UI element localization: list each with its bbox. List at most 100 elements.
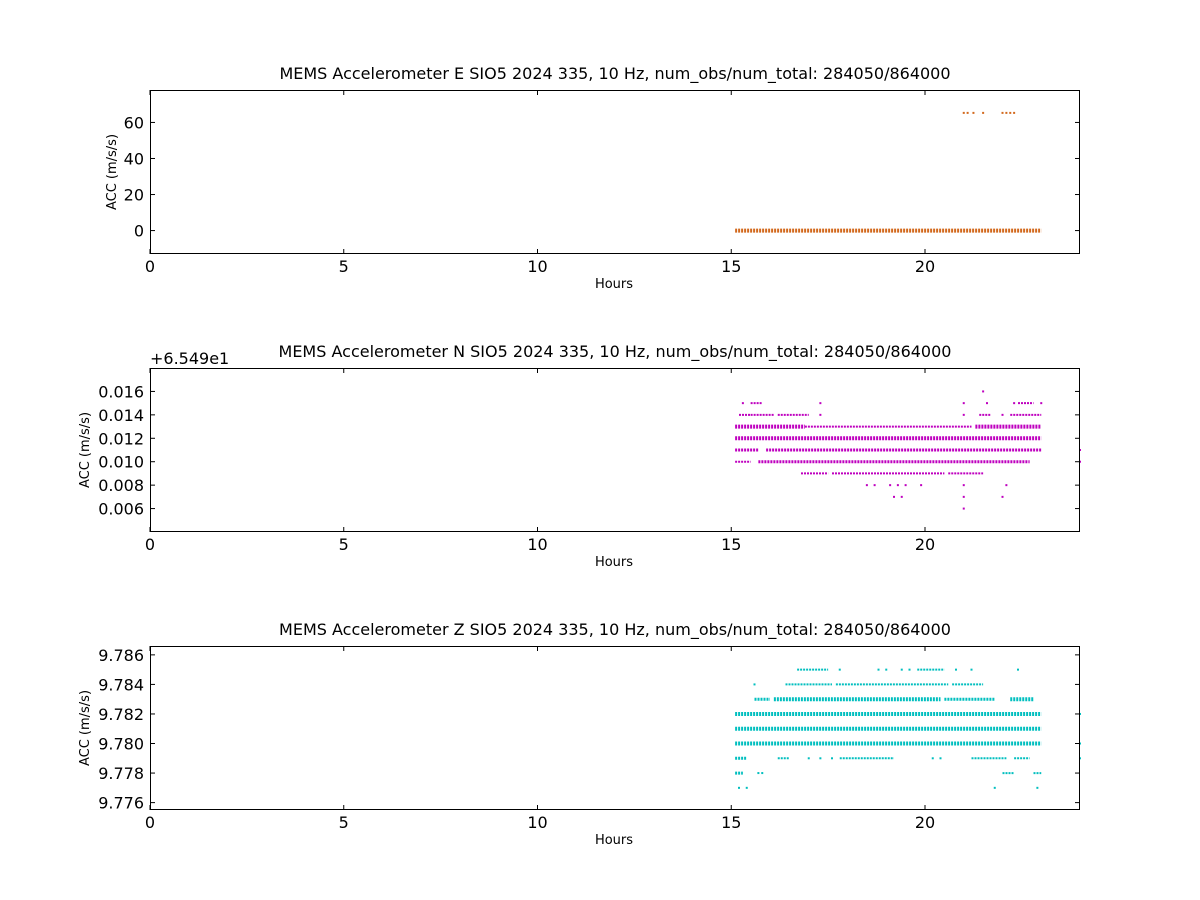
axis-ticks: 0 5 10 15 20 0.006 0.008 0.010 0.012 0.014 0.016 — [98, 368, 1080, 554]
y-tick-label: 9.780 — [98, 735, 144, 754]
x-tick-label: 20 — [915, 535, 935, 554]
data-point — [757, 772, 760, 775]
y-tick-label: 0.010 — [98, 453, 144, 472]
x-tick-label: 10 — [527, 535, 547, 554]
data-point — [745, 786, 748, 789]
x-tick-label: 0 — [145, 813, 155, 832]
x-axis-label: Hours — [595, 555, 633, 570]
data-point — [939, 757, 942, 760]
data-point — [738, 786, 740, 789]
y-tick-label: 0.014 — [98, 406, 144, 425]
data-point — [889, 484, 892, 487]
data-point — [908, 668, 911, 671]
x-tick-label: 15 — [721, 813, 741, 832]
x-tick-label: 5 — [339, 813, 349, 832]
data-point — [896, 484, 899, 487]
x-tick-label: 20 — [915, 813, 935, 832]
y-tick-label: 0.016 — [98, 382, 144, 401]
data-point — [1036, 786, 1039, 789]
data-point — [962, 413, 965, 416]
x-tick-label: 5 — [339, 535, 349, 554]
y-tick-label: 9.782 — [98, 705, 144, 724]
data-point — [962, 402, 965, 405]
data-point — [982, 111, 985, 114]
subplot-east: MEMS Accelerometer E SIO5 2024 335, 10 H… — [105, 64, 1080, 292]
data-point — [819, 413, 822, 416]
data-point — [1005, 111, 1008, 114]
data-point — [873, 484, 876, 487]
y-tick-label: 0.006 — [98, 500, 144, 519]
x-tick-label: 5 — [339, 257, 349, 276]
y-tick-label: 0.008 — [98, 476, 144, 495]
data-point — [831, 757, 833, 760]
x-tick-label: 10 — [527, 813, 547, 832]
data-point — [1040, 402, 1043, 405]
data-point — [904, 484, 907, 487]
data-point — [1009, 111, 1012, 114]
data-point — [1017, 668, 1019, 671]
data-point — [877, 668, 880, 671]
y-tick-label: 20 — [124, 186, 144, 205]
data-point — [962, 111, 965, 114]
data-point — [1001, 413, 1004, 416]
x-tick-label: 0 — [145, 257, 155, 276]
y-tick-label: 60 — [124, 113, 144, 132]
y-axis-label: ACC (m/s/s) — [105, 134, 120, 210]
chart-title: MEMS Accelerometer Z SIO5 2024 335, 10 H… — [279, 620, 951, 640]
x-tick-label: 0 — [145, 535, 155, 554]
x-tick-label: 20 — [915, 257, 935, 276]
data-marks — [735, 111, 1042, 233]
x-tick-label: 10 — [527, 257, 547, 276]
x-tick-label: 15 — [721, 535, 741, 554]
data-point — [900, 668, 903, 671]
data-marks — [735, 390, 1081, 510]
data-point — [761, 772, 764, 775]
data-point — [819, 757, 822, 760]
y-tick-label: 9.784 — [98, 675, 144, 694]
data-point — [838, 668, 841, 671]
data-point — [986, 402, 988, 405]
y-tick-label: 40 — [124, 149, 144, 168]
data-point — [966, 111, 969, 114]
data-point — [885, 668, 888, 671]
data-point — [955, 668, 957, 671]
data-point — [741, 402, 744, 405]
data-point — [972, 111, 975, 114]
data-point — [962, 484, 965, 487]
axis-ticks: 0 5 10 15 20 9.776 9.778 9.780 9.782 9.784 9.786 — [98, 646, 1080, 832]
data-point — [982, 390, 985, 393]
chart-title: MEMS Accelerometer E SIO5 2024 335, 10 H… — [279, 64, 950, 84]
data-point — [1013, 402, 1016, 405]
data-point — [931, 757, 934, 760]
y-axis-label: ACC (m/s/s) — [78, 690, 93, 766]
y-tick-label: 9.778 — [98, 764, 144, 783]
data-point — [865, 484, 868, 487]
data-point — [893, 495, 895, 498]
x-axis-label: Hours — [595, 833, 633, 848]
subplot-vertical: MEMS Accelerometer Z SIO5 2024 335, 10 H… — [78, 620, 1081, 848]
y-tick-label: 9.786 — [98, 646, 144, 665]
data-point — [807, 757, 810, 760]
data-point — [1001, 495, 1004, 498]
data-point — [962, 507, 965, 510]
data-point — [819, 402, 822, 405]
y-tick-label: 9.776 — [98, 794, 144, 813]
subplot-north: MEMS Accelerometer N SIO5 2024 335, 10 H… — [78, 342, 1081, 570]
data-point — [753, 683, 756, 686]
data-point — [1005, 484, 1008, 487]
plot-frame — [150, 368, 1080, 532]
y-tick-label: 0 — [134, 222, 144, 241]
data-point — [993, 786, 996, 789]
plot-frame — [150, 646, 1080, 810]
axis-ticks: 0 5 10 15 20 0 20 40 60 — [124, 90, 1080, 276]
y-tick-label: 0.012 — [98, 429, 144, 448]
y-axis-label: ACC (m/s/s) — [78, 412, 93, 488]
plot-frame — [150, 90, 1080, 254]
data-point — [900, 495, 903, 498]
data-point — [1001, 111, 1004, 114]
data-point — [1013, 111, 1016, 114]
data-point — [920, 484, 923, 487]
data-point — [970, 668, 973, 671]
data-marks — [735, 668, 1081, 789]
